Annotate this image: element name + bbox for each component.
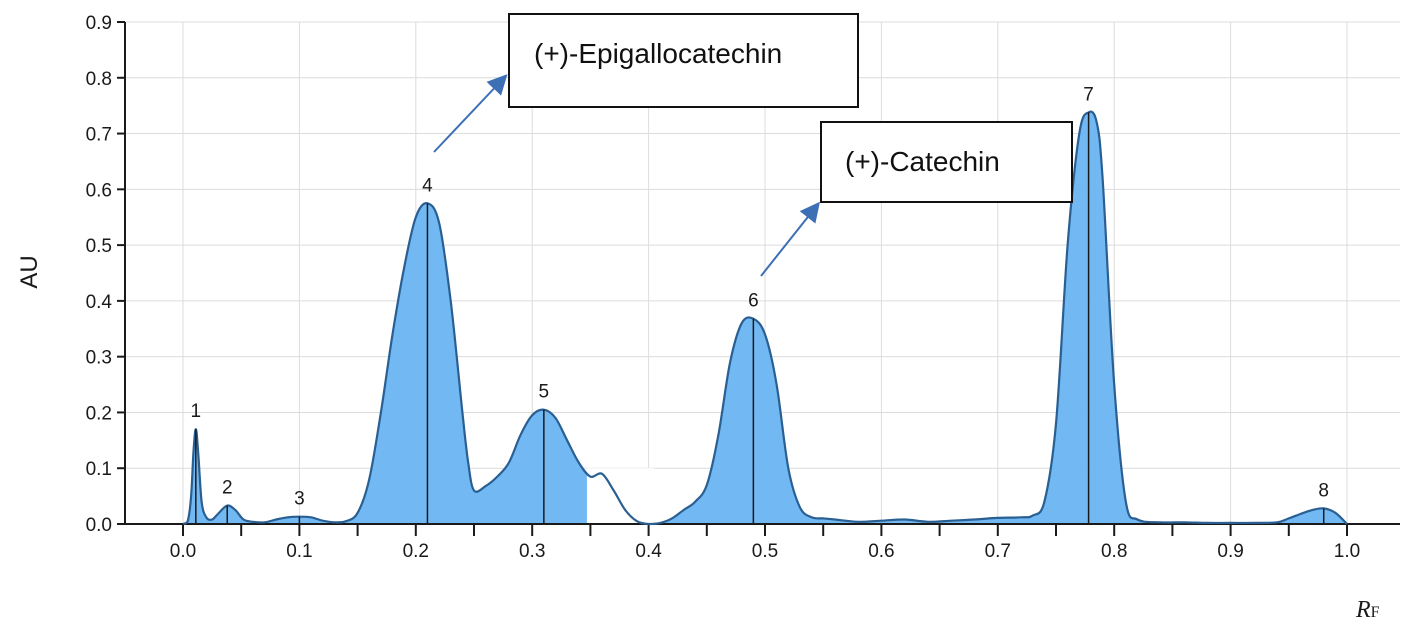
y-tick-label: 0.1 — [86, 459, 112, 480]
gridlines — [125, 21, 1400, 524]
x-tick-label: 0.1 — [286, 541, 312, 562]
peak-label-3: 3 — [294, 489, 305, 510]
axes — [124, 22, 1400, 525]
tick-labels: 0.0 0.1 0.2 0.3 0.4 0.5 0.6 0.7 0.8 0.9 0.0 0.1 0.2 0… — [86, 13, 1361, 562]
x-tick-label: 0.8 — [1101, 541, 1127, 562]
curve-line-layer — [182, 110, 1348, 526]
epigallocatechin-annotation: (+)-Epigallocatechin — [508, 13, 859, 108]
peak-label-1: 1 — [191, 401, 202, 422]
x-tick-label: 0.5 — [752, 541, 778, 562]
x-tick-label: 0.7 — [985, 541, 1011, 562]
y-tick-label: 0.8 — [86, 69, 112, 90]
y-tick-label: 0.3 — [86, 348, 112, 369]
peak-label-7: 7 — [1083, 84, 1094, 105]
peak-label-2: 2 — [222, 478, 233, 499]
tick-marks — [117, 21, 1348, 536]
y-tick-label: 0.4 — [86, 292, 113, 313]
x-tick-label: 0.6 — [868, 541, 894, 562]
area-fill-layer — [183, 111, 1347, 524]
y-tick-label: 0.9 — [86, 13, 112, 34]
catechin-label: (+)-Catechin — [845, 146, 1000, 177]
x-tick-label: 0.0 — [170, 541, 196, 562]
peak-labels: 1 2 3 4 5 6 7 8 — [191, 84, 1329, 509]
epigallocatechin-box — [508, 13, 859, 108]
peak-label-8: 8 — [1318, 480, 1329, 501]
y-axis-title: AU — [16, 255, 43, 288]
y-tick-label: 0.6 — [86, 180, 112, 201]
x-tick-label: 0.2 — [403, 541, 429, 562]
epigallocatechin-label: (+)-Epigallocatechin — [534, 38, 782, 69]
catechin-annotation: (+)-Catechin — [820, 121, 1073, 203]
x-axis-title: RF — [1355, 597, 1380, 623]
y-tick-label: 0.7 — [86, 125, 112, 146]
x-tick-label: 1.0 — [1334, 541, 1360, 562]
catechin-arrow — [760, 201, 820, 277]
area-fill — [183, 111, 1347, 524]
x-tick-label: 0.4 — [635, 541, 662, 562]
y-tick-label: 0.5 — [86, 236, 112, 257]
catechin-box — [820, 121, 1073, 203]
peak-label-4: 4 — [422, 175, 433, 196]
densitogram-line — [182, 110, 1348, 526]
y-tick-label: 0.0 — [86, 515, 112, 536]
peak-label-6: 6 — [748, 291, 759, 312]
unshaded-region — [586, 468, 655, 523]
peak-label-5: 5 — [539, 382, 550, 403]
y-tick-label: 0.2 — [86, 403, 112, 424]
x-tick-label: 0.3 — [519, 541, 545, 562]
epigallocatechin-arrow — [433, 74, 508, 153]
peak-drop-lines — [195, 112, 1325, 524]
x-tick-label: 0.9 — [1217, 541, 1243, 562]
